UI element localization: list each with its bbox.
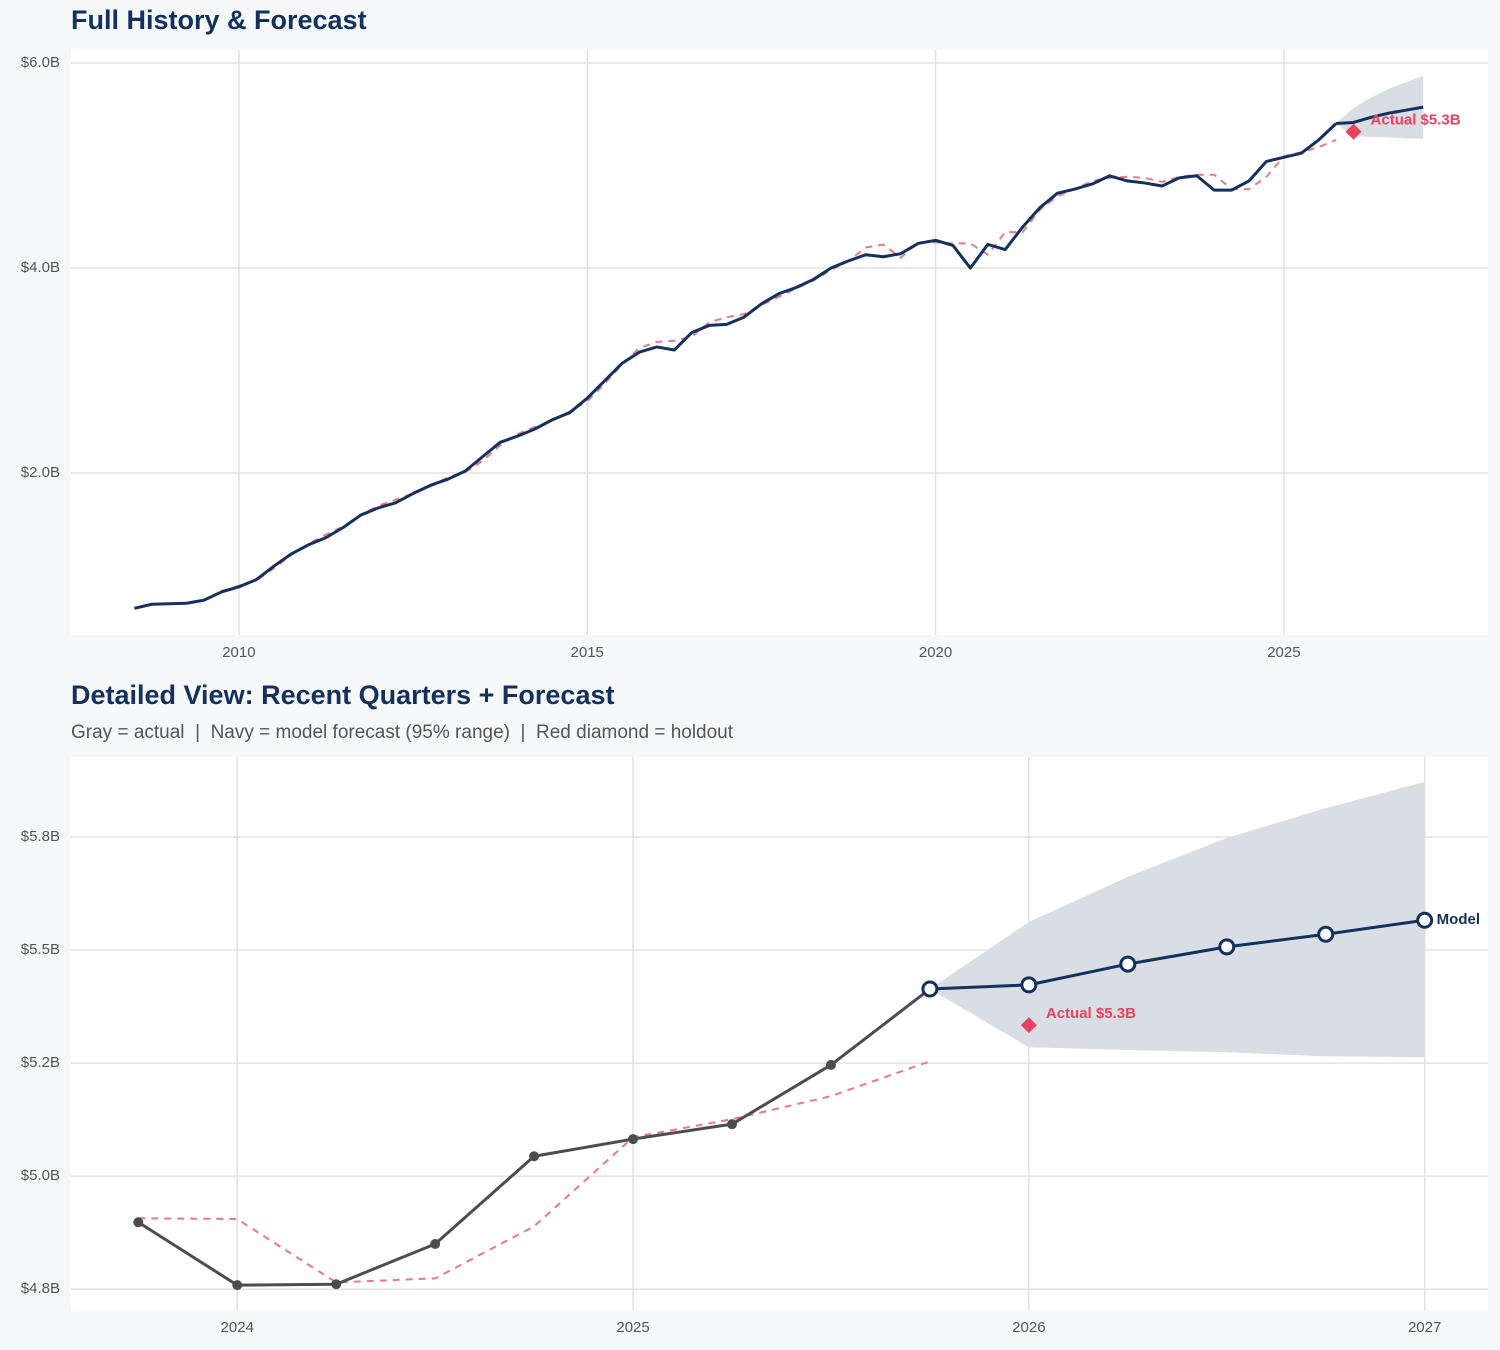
x-tick-label: 2020 bbox=[919, 644, 952, 661]
point bbox=[1317, 925, 1335, 943]
point bbox=[727, 1119, 738, 1130]
point bbox=[628, 1134, 639, 1145]
x-tick-label: 2010 bbox=[222, 644, 255, 661]
point bbox=[529, 1151, 540, 1162]
series-line bbox=[1336, 105, 1424, 125]
chart-title: Detailed View: Recent Quarters + Forecas… bbox=[71, 680, 614, 710]
point bbox=[1416, 911, 1434, 929]
x-tick-label: 2024 bbox=[221, 1319, 254, 1336]
point bbox=[331, 1279, 342, 1290]
series-line bbox=[929, 918, 1425, 991]
y-tick-label: $6.0B bbox=[21, 54, 60, 71]
x-tick-label: 2025 bbox=[1267, 644, 1300, 661]
point bbox=[232, 1280, 243, 1291]
point bbox=[430, 1238, 441, 1249]
holdout-label: Actual $5.3B bbox=[1046, 1005, 1136, 1022]
holdout-marker bbox=[1345, 123, 1362, 140]
point bbox=[921, 980, 939, 998]
point bbox=[1020, 976, 1038, 994]
holdout-label: Actual $5.3B bbox=[1371, 112, 1461, 129]
y-tick-label: $4.8B bbox=[21, 1280, 60, 1297]
y-tick-label: $5.2B bbox=[21, 1054, 60, 1071]
confidence-band bbox=[1336, 76, 1424, 139]
point bbox=[1119, 955, 1137, 973]
point bbox=[1218, 938, 1236, 956]
series-line bbox=[134, 122, 1338, 610]
confidence-band bbox=[929, 781, 1425, 1058]
y-tick-label: $2.0B bbox=[21, 464, 60, 481]
x-tick-label: 2026 bbox=[1012, 1319, 1045, 1336]
fitted-line bbox=[138, 1060, 931, 1284]
x-tick-label: 2025 bbox=[616, 1319, 649, 1336]
point bbox=[133, 1217, 144, 1228]
holdout-marker bbox=[1020, 1017, 1037, 1034]
y-tick-label: $5.8B bbox=[21, 828, 60, 845]
chart-subtitle: Gray = actual | Navy = model forecast (9… bbox=[71, 722, 734, 743]
x-tick-label: 2015 bbox=[571, 644, 604, 661]
y-tick-label: $5.5B bbox=[21, 941, 60, 958]
plot-area bbox=[71, 50, 1488, 635]
y-tick-label: $4.0B bbox=[21, 259, 60, 276]
point bbox=[825, 1059, 836, 1070]
chart-title: Full History & Forecast bbox=[71, 5, 367, 35]
y-tick-label: $5.0B bbox=[21, 1167, 60, 1184]
x-tick-label: 2027 bbox=[1408, 1319, 1441, 1336]
series-end-label: Model bbox=[1437, 911, 1480, 928]
